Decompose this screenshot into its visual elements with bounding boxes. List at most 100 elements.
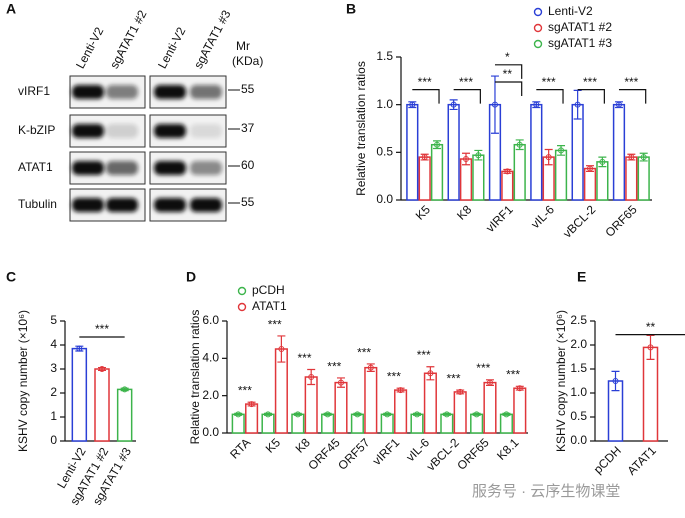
bar: [501, 170, 514, 201]
row-label: K-bZIP: [18, 123, 55, 137]
bar: [71, 347, 88, 442]
x-tick-label: vBCL-2: [560, 202, 598, 240]
error-bar: [598, 156, 607, 168]
point: [473, 411, 480, 418]
legend-swatch: [533, 39, 543, 49]
x-tick-label: K8: [293, 435, 314, 456]
panel-label: B: [346, 1, 356, 17]
y-tick-label: 1.5: [376, 49, 393, 63]
y-tick-label: 1.0: [570, 385, 587, 399]
mr-label: Mr: [236, 39, 250, 53]
significance: ***: [238, 384, 252, 398]
significance: ***: [357, 345, 371, 359]
point: [427, 370, 434, 377]
legend-label: Lenti-V2: [548, 4, 593, 18]
point: [615, 101, 622, 108]
error-bar: [503, 168, 512, 174]
y-axis-title: KSHV copy number (×10⁶): [16, 310, 30, 452]
significance: ***: [268, 317, 282, 331]
point: [278, 346, 285, 352]
error-bar: [307, 368, 316, 386]
band: [106, 161, 138, 175]
significance: ***: [297, 351, 311, 365]
significance: ***: [624, 75, 638, 89]
error-bar: [396, 387, 405, 393]
y-tick-label: 0.5: [376, 145, 393, 159]
band: [190, 198, 222, 212]
bar: [513, 143, 526, 201]
band: [154, 161, 186, 175]
bar: [304, 376, 318, 434]
band: [72, 124, 104, 138]
point: [599, 158, 606, 165]
point: [443, 411, 450, 418]
x-tick-label: vIRF1: [483, 202, 516, 235]
point: [354, 411, 361, 418]
legend-label: sgATAT1 #3: [548, 36, 612, 50]
point: [409, 101, 416, 108]
x-tick-label: K8: [454, 202, 475, 223]
y-axis-title: Relative translation ratios: [188, 310, 202, 445]
x-tick-label: K8.1: [494, 435, 522, 463]
y-tick-label: 5: [50, 313, 57, 327]
bar: [513, 387, 527, 434]
bracket: [618, 89, 647, 104]
bar: [472, 154, 485, 201]
band: [190, 124, 222, 138]
significance: ***: [387, 370, 401, 384]
error-bar: [490, 75, 499, 134]
bar: [334, 381, 348, 434]
significance: ***: [418, 75, 432, 89]
band: [154, 198, 186, 212]
mr-label: (KDa): [232, 54, 263, 68]
significance: ***: [95, 322, 109, 336]
significance: **: [503, 67, 513, 81]
point: [421, 154, 428, 161]
error-bar: [557, 145, 566, 156]
error-bar: [544, 148, 553, 166]
x-tick-label: ORF57: [335, 435, 372, 472]
error-bar: [449, 99, 458, 111]
point: [533, 101, 540, 108]
y-axis-title: KSHV copy number (×10⁶): [554, 310, 568, 452]
x-tick-label: ORF65: [602, 202, 639, 239]
point: [457, 388, 464, 395]
bar: [447, 103, 460, 201]
panel-label: C: [6, 269, 16, 285]
error-bar: [426, 366, 435, 381]
point: [397, 387, 404, 394]
y-tick-label: 0.0: [570, 433, 587, 447]
band: [154, 85, 186, 99]
bar: [430, 143, 444, 201]
point: [324, 411, 331, 418]
x-tick-label: vIL-6: [528, 202, 557, 231]
error-bar: [277, 335, 286, 363]
y-tick-label: 1.0: [376, 97, 393, 111]
x-tick-label: ORF65: [454, 435, 491, 472]
legend-label: ATAT1: [252, 299, 287, 313]
point: [463, 156, 469, 163]
x-tick-label: K5: [413, 202, 434, 223]
significance: ***: [459, 75, 473, 89]
bar: [583, 167, 597, 201]
y-tick-label: 3: [50, 361, 57, 375]
bar: [418, 156, 431, 201]
x-tick-label: ATAT1: [624, 443, 659, 478]
lane-label: Lenti-V2: [73, 25, 106, 71]
legend-label: pCDH: [252, 283, 285, 297]
point: [628, 154, 635, 161]
bar: [625, 156, 638, 201]
panel-label: D: [186, 269, 196, 285]
point: [235, 411, 242, 418]
bar: [596, 161, 609, 201]
row-label: vIRF1: [18, 84, 50, 98]
significance: ***: [476, 361, 490, 375]
bar: [612, 103, 626, 201]
point: [647, 344, 654, 351]
band: [106, 85, 138, 99]
point: [337, 379, 344, 386]
bar: [637, 156, 650, 201]
significance: ***: [327, 359, 341, 373]
y-tick-label: 0.0: [376, 192, 393, 206]
